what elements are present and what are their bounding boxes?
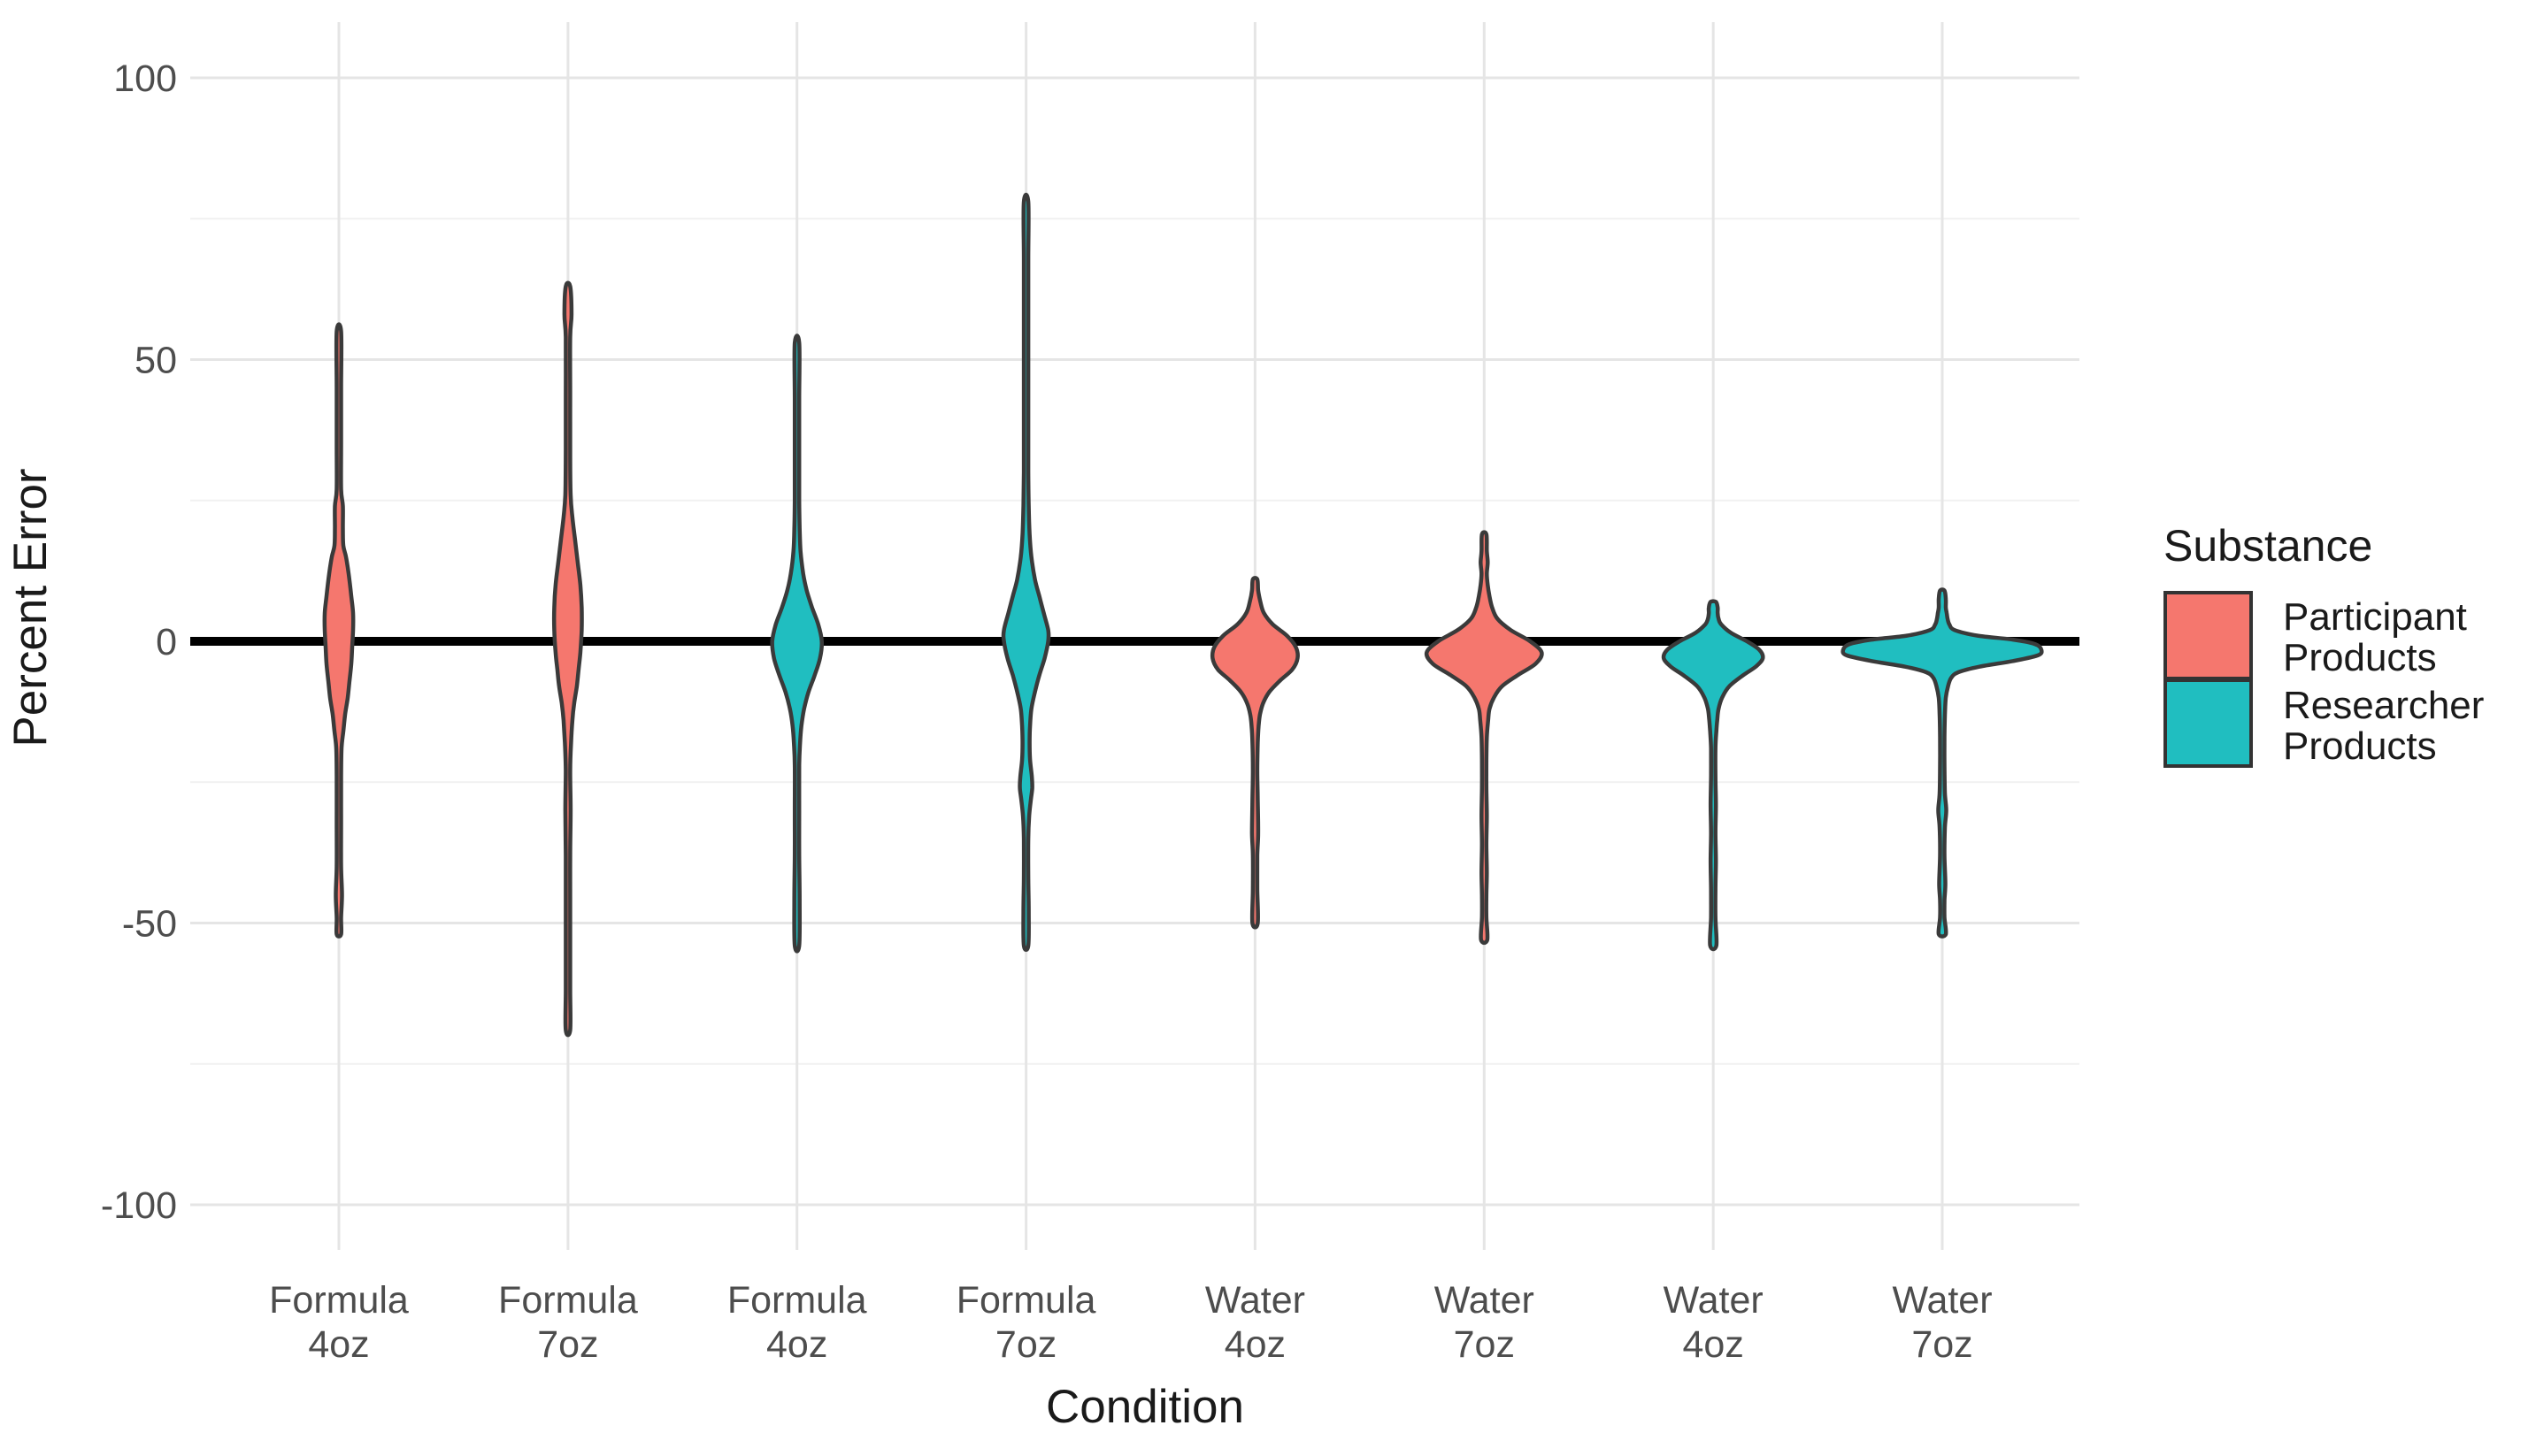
legend-entry-label-line: Products: [2283, 636, 2437, 679]
legend-entry-label-line: Products: [2283, 724, 2437, 768]
x-tick-line1: Water: [1434, 1279, 1534, 1322]
x-tick-line1: Water: [1205, 1279, 1305, 1322]
violin-water-4oz-researcher: [1661, 599, 1765, 952]
y-axis-title: Percent Error: [4, 468, 57, 747]
x-tick-line2: 4oz: [308, 1323, 369, 1366]
x-tick-line1: Formula: [269, 1279, 409, 1322]
y-tick-label: -100: [101, 1184, 177, 1227]
x-tick-line1: Water: [1892, 1279, 1992, 1322]
x-tick-line2: 4oz: [1225, 1323, 1286, 1366]
legend-title: Substance: [2163, 521, 2372, 571]
legend-entry-label-line: Participant: [2283, 595, 2467, 639]
violins: [322, 192, 2044, 1038]
gridlines-minor: [190, 218, 2079, 1065]
x-tick-line2: 7oz: [537, 1323, 598, 1366]
x-tick-line2: 7oz: [1454, 1323, 1515, 1366]
x-tick-line2: 4oz: [1683, 1323, 1744, 1366]
violin-water-7oz-researcher: [1841, 587, 2044, 939]
x-tick-line2: 7oz: [995, 1323, 1057, 1366]
legend-swatch: [2163, 591, 2253, 680]
x-tick-line2: 4oz: [766, 1323, 827, 1366]
x-axis-title: Condition: [1046, 1381, 1244, 1433]
y-tick-label: -50: [122, 903, 177, 946]
violin-formula-7oz-researcher: [1001, 192, 1051, 952]
x-tick-line1: Formula: [498, 1279, 638, 1322]
x-tick-labels: Formula4ozFormula7ozFormula4ozFormula7oz…: [269, 1279, 1992, 1366]
x-tick-line1: Water: [1664, 1279, 1764, 1322]
violin-water-7oz-participant: [1424, 530, 1544, 946]
x-tick-line1: Formula: [727, 1279, 867, 1322]
y-tick-label: 0: [156, 621, 177, 663]
y-tick-label: 50: [134, 340, 177, 382]
x-tick-line1: Formula: [957, 1279, 1096, 1322]
y-tick-labels: 100 50 0 -50 -100: [101, 57, 177, 1227]
violin-water-4oz-participant: [1210, 576, 1300, 930]
legend-swatch: [2163, 678, 2253, 768]
y-tick-label: 100: [113, 57, 177, 100]
violin-formula-4oz-researcher: [770, 333, 825, 954]
legend-entry-label-line: Researcher: [2283, 684, 2484, 727]
legend: Substance ParticipantProductsResearcherP…: [2163, 521, 2484, 768]
violin-formula-4oz-participant: [322, 322, 356, 939]
x-tick-line2: 7oz: [1911, 1323, 1972, 1366]
violin-formula-7oz-participant: [551, 280, 584, 1038]
